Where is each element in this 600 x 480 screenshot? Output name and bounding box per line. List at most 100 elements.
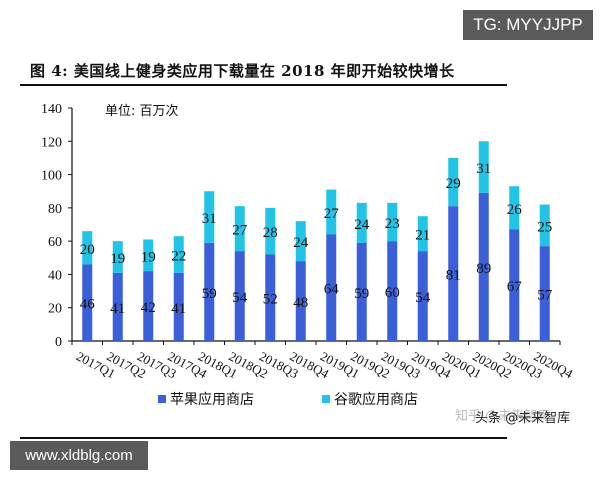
y-tick-label: 120: [41, 135, 62, 150]
bar-stack: 54 21: [415, 216, 431, 341]
legend: 苹果应用商店 谷歌应用商店: [158, 391, 418, 408]
data-label: 21: [415, 228, 430, 244]
x-axis: 2017Q12017Q22017Q32017Q42018Q12018Q22018…: [71, 340, 576, 382]
y-tick-label: 60: [48, 235, 62, 250]
google-bar-segment: [448, 157, 459, 207]
google-bar-segment: [82, 231, 93, 265]
data-label: 54: [232, 290, 248, 306]
apple-bar-segment: [295, 261, 306, 341]
bar-stack: 42 19: [141, 239, 156, 341]
apple-bar-segment: [326, 234, 337, 341]
apple-bar-segment: [478, 192, 489, 341]
data-label: 28: [263, 225, 278, 241]
legend-label-google: 谷歌应用商店: [334, 391, 418, 408]
bar-stack: 46 20: [80, 231, 96, 341]
data-label: 48: [293, 295, 308, 311]
data-label: 42: [141, 300, 156, 316]
bar-stack: 64 27: [324, 189, 340, 341]
data-label: 60: [385, 285, 400, 301]
y-tick-label: 80: [48, 202, 62, 217]
google-bar-segment: [112, 241, 123, 273]
data-label: 54: [415, 290, 431, 306]
tg-watermark-badge: TG: MYYJJPP: [463, 10, 593, 40]
legend-swatch-apple: [158, 395, 166, 403]
google-bar-segment: [173, 236, 184, 273]
data-label: 59: [202, 286, 217, 302]
y-axis: 0 20 40 60 80 100 120 140: [41, 102, 73, 350]
data-label: 25: [537, 219, 552, 235]
data-label: 19: [110, 251, 125, 267]
data-label: 41: [110, 301, 125, 317]
apple-bar-segment: [82, 264, 93, 341]
data-label: 29: [446, 176, 461, 192]
data-label: 27: [232, 223, 248, 239]
y-tick-label: 20: [48, 302, 62, 317]
bar-stack: 59 31: [202, 191, 217, 341]
apple-bar-segment: [265, 254, 276, 341]
source-watermark: 知乎 @未来智库 头条 @未来智库: [455, 407, 570, 426]
data-label: 89: [476, 261, 491, 277]
google-bar-segment: [234, 206, 245, 252]
bar-stack: 54 27: [232, 206, 248, 341]
google-bar-segment: [295, 221, 306, 262]
data-label: 24: [293, 235, 309, 251]
figure-title: 图 4: 美国线上健身类应用下载量在 2018 年即开始较快增长: [30, 62, 455, 80]
google-bar-segment: [387, 202, 398, 242]
y-tick-label: 140: [41, 102, 62, 117]
bar-stack: 67 26: [507, 186, 523, 341]
bar-stack: 48 24: [293, 221, 309, 341]
google-bar-segment: [326, 189, 337, 235]
bar-stack: 57 25: [537, 204, 553, 341]
site-watermark-badge: www.xldblg.com: [10, 441, 148, 470]
data-label: 57: [537, 288, 553, 304]
google-bar-segment: [478, 141, 489, 193]
google-bar-segment: [509, 186, 520, 230]
data-label: 31: [476, 161, 491, 177]
data-label: 24: [354, 217, 370, 233]
data-label: 26: [507, 202, 523, 218]
apple-bar-segment: [539, 246, 550, 341]
legend-swatch-google: [322, 395, 330, 403]
google-bar-segment: [356, 202, 367, 243]
unit-label: 单位: 百万次: [105, 103, 179, 119]
watermark-ghost-text: 知乎 @未来智库: [455, 409, 551, 424]
google-bar-segment: [143, 239, 154, 272]
apple-bar-segment: [143, 271, 154, 341]
apple-bar-segment: [387, 241, 398, 341]
data-label: 59: [354, 286, 369, 302]
data-label: 46: [80, 297, 96, 313]
data-label: 67: [507, 279, 523, 295]
bar-stack: 52 28: [263, 207, 278, 341]
bar-stack: 89 31: [476, 141, 491, 341]
google-bar-segment: [539, 204, 550, 247]
y-tick-label: 40: [48, 268, 62, 283]
google-bar-segment: [265, 207, 276, 255]
bar-stack: 41 19: [110, 241, 125, 341]
legend-label-apple: 苹果应用商店: [170, 391, 254, 408]
apple-bar-segment: [173, 272, 184, 341]
data-label: 23: [385, 216, 400, 232]
bar-stack: 41 22: [171, 236, 186, 341]
bar-stack: 81 29: [446, 157, 461, 341]
y-tick-label: 100: [41, 169, 62, 184]
apple-bar-segment: [204, 242, 215, 341]
title-divider: [20, 84, 507, 86]
y-tick-label: 0: [55, 335, 62, 350]
data-label: 19: [141, 249, 156, 265]
apple-bar-segment: [356, 242, 367, 341]
data-label: 64: [324, 282, 340, 298]
data-label: 31: [202, 211, 217, 227]
apple-bar-segment: [448, 206, 459, 341]
watermark-front-text: 头条 @未来智库: [475, 411, 571, 426]
apple-bar-segment: [509, 229, 520, 341]
data-label: 22: [171, 248, 186, 264]
bottom-divider: [20, 437, 507, 439]
bar-series: 46 20 41 19 42 19 41 22 59 31 54 27 52 28 48 24 64 27 59 24…: [80, 141, 553, 341]
data-label: 20: [80, 242, 95, 258]
apple-bar-segment: [112, 272, 123, 341]
bar-stack: 60 23: [385, 202, 400, 341]
apple-bar-segment: [417, 251, 428, 341]
apple-bar-segment: [234, 251, 245, 341]
data-label: 41: [171, 301, 186, 317]
